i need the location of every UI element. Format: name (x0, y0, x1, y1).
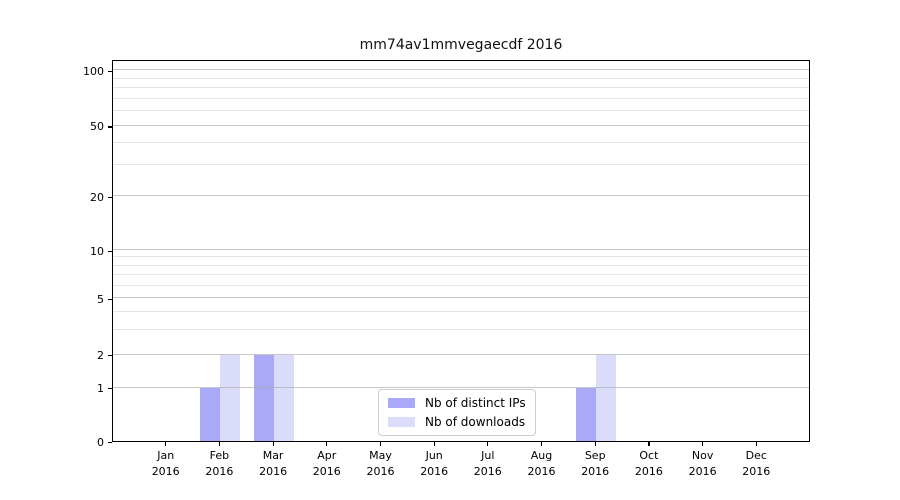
x-tick-mark (755, 442, 757, 446)
y-tick-label: 50 (90, 120, 104, 134)
bar-distinct-ips-mar (254, 354, 275, 441)
bar-distinct-ips-sep (576, 387, 597, 441)
bar-distinct-ips-feb (200, 387, 221, 441)
x-tick-label-oct: Oct 2016 (634, 449, 663, 478)
x-tick-label-jan: Jan 2016 (151, 449, 180, 478)
bar-downloads-sep (596, 354, 617, 441)
x-tick-label-jul: Jul 2016 (473, 449, 502, 478)
y-tick-mark (108, 126, 112, 128)
y-tick-label: 10 (90, 244, 104, 258)
x-tick-mark (541, 442, 543, 446)
y-tick-mark (108, 298, 112, 300)
y-tick-label: 100 (83, 64, 104, 78)
legend-swatch-distinct-ips-icon (388, 398, 415, 408)
x-tick-label-mar: Mar 2016 (259, 449, 288, 478)
x-tick-mark (433, 442, 435, 446)
x-tick-mark (380, 442, 382, 446)
legend-item-downloads: Nb of downloads (388, 414, 526, 430)
plot-area: Nb of distinct IPs Nb of downloads (112, 60, 810, 442)
y-tick-mark (108, 441, 112, 443)
y-tick-mark (108, 250, 112, 252)
x-tick-mark (702, 442, 704, 446)
legend-swatch-downloads-icon (388, 417, 415, 427)
x-tick-mark (487, 442, 489, 446)
x-tick-mark (272, 442, 274, 446)
bar-downloads-feb (220, 354, 241, 441)
legend-label-distinct-ips: Nb of distinct IPs (425, 396, 526, 410)
x-tick-mark (648, 442, 650, 446)
y-tick-label: 2 (97, 349, 104, 362)
y-tick-mark (108, 388, 112, 390)
bar-layer (113, 61, 809, 441)
x-tick-label-aug: Aug 2016 (527, 449, 556, 478)
y-tick-label: 5 (97, 292, 104, 306)
y-tick-mark (108, 355, 112, 357)
bar-downloads-mar (274, 354, 295, 441)
y-tick-label: 1 (97, 382, 104, 395)
x-tick-mark (326, 442, 328, 446)
chart-title: mm74av1mmvegaecdf 2016 (359, 37, 563, 53)
x-tick-label-feb: Feb 2016 (205, 449, 234, 478)
x-tick-label-apr: Apr 2016 (312, 449, 341, 478)
x-tick-label-dec: Dec 2016 (742, 449, 771, 478)
y-tick-mark (108, 196, 112, 198)
x-tick-label-nov: Nov 2016 (688, 449, 717, 478)
x-tick-mark (594, 442, 596, 446)
x-tick-label-sep: Sep 2016 (581, 449, 610, 478)
legend: Nb of distinct IPs Nb of downloads (378, 389, 536, 436)
legend-item-distinct-ips: Nb of distinct IPs (388, 395, 526, 411)
y-tick-label: 20 (90, 190, 104, 204)
x-tick-label-may: May 2016 (366, 449, 395, 478)
y-tick-label: 0 (97, 435, 104, 449)
y-tick-mark (108, 70, 112, 72)
x-tick-mark (218, 442, 221, 446)
x-tick-mark (165, 442, 167, 446)
x-tick-label-jun: Jun 2016 (420, 449, 449, 478)
legend-label-downloads: Nb of downloads (425, 415, 526, 429)
